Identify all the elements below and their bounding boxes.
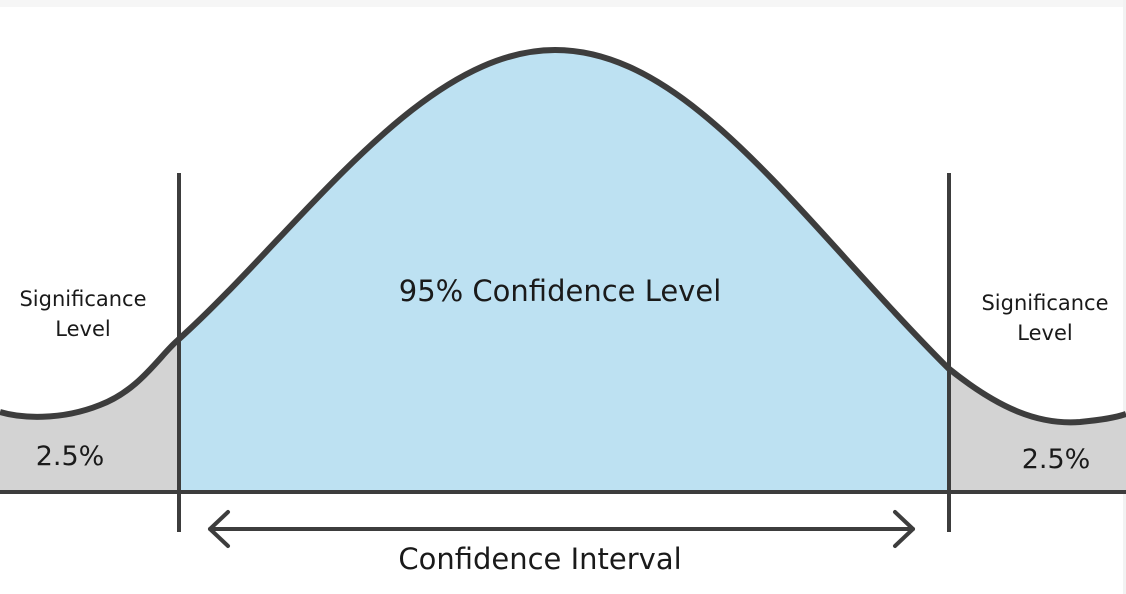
interval-arrow [208,510,915,548]
right-significance-label-line2: Level [1017,321,1072,345]
left-significance-label-line2: Level [55,317,110,341]
left-significance-label-line1: Significance [19,287,146,311]
left-tail-percent: 2.5% [36,441,105,472]
center-label: 95% Confidence Level [399,274,722,308]
right-significance-label-line1: Significance [981,291,1108,315]
bell-curve [0,46,1126,426]
top-band [0,0,1126,7]
arrow-left-head-icon [208,510,230,548]
right-tail-percent: 2.5% [1022,444,1091,475]
interval-label: Confidence Interval [398,542,681,576]
arrow-right-head-icon [893,510,915,548]
right-band [1123,0,1126,594]
